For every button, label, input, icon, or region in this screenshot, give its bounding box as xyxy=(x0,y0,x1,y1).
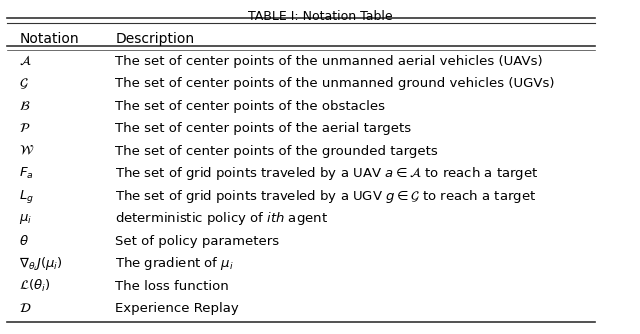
Text: $\mathcal{A}$: $\mathcal{A}$ xyxy=(19,54,32,68)
Text: $\theta$: $\theta$ xyxy=(19,234,29,248)
Text: $\mathcal{L}(\theta_i)$: $\mathcal{L}(\theta_i)$ xyxy=(19,278,51,294)
Text: The set of center points of the grounded targets: The set of center points of the grounded… xyxy=(115,145,438,158)
Text: Notation: Notation xyxy=(19,32,79,46)
Text: TABLE I: Notation Table: TABLE I: Notation Table xyxy=(248,10,392,23)
Text: $\mathcal{W}$: $\mathcal{W}$ xyxy=(19,145,35,158)
Text: The set of grid points traveled by a UGV $g \in \mathcal{G}$ to reach a target: The set of grid points traveled by a UGV… xyxy=(115,188,536,205)
Text: $\mu_i$: $\mu_i$ xyxy=(19,212,33,226)
Text: deterministic policy of $\mathit{ith}$ agent: deterministic policy of $\mathit{ith}$ a… xyxy=(115,210,328,227)
Text: The set of center points of the unmanned aerial vehicles (UAVs): The set of center points of the unmanned… xyxy=(115,54,543,67)
Text: The set of center points of the obstacles: The set of center points of the obstacle… xyxy=(115,100,385,113)
Text: $\mathcal{D}$: $\mathcal{D}$ xyxy=(19,302,32,315)
Text: Experience Replay: Experience Replay xyxy=(115,302,239,315)
Text: The set of center points of the aerial targets: The set of center points of the aerial t… xyxy=(115,122,412,135)
Text: $L_g$: $L_g$ xyxy=(19,188,35,205)
Text: $\mathcal{B}$: $\mathcal{B}$ xyxy=(19,100,31,113)
Text: $F_a$: $F_a$ xyxy=(19,166,34,181)
Text: The set of grid points traveled by a UAV $a \in \mathcal{A}$ to reach a target: The set of grid points traveled by a UAV… xyxy=(115,165,539,182)
Text: The gradient of $\mu_i$: The gradient of $\mu_i$ xyxy=(115,255,234,272)
Text: Description: Description xyxy=(115,32,195,46)
Text: The loss function: The loss function xyxy=(115,280,229,293)
Text: $\mathcal{P}$: $\mathcal{P}$ xyxy=(19,122,31,135)
Text: Set of policy parameters: Set of policy parameters xyxy=(115,235,280,248)
Text: $\mathcal{G}$: $\mathcal{G}$ xyxy=(19,76,29,91)
Text: $\nabla_{\theta_i}J(\mu_i)$: $\nabla_{\theta_i}J(\mu_i)$ xyxy=(19,255,63,273)
Text: The set of center points of the unmanned ground vehicles (UGVs): The set of center points of the unmanned… xyxy=(115,77,555,90)
